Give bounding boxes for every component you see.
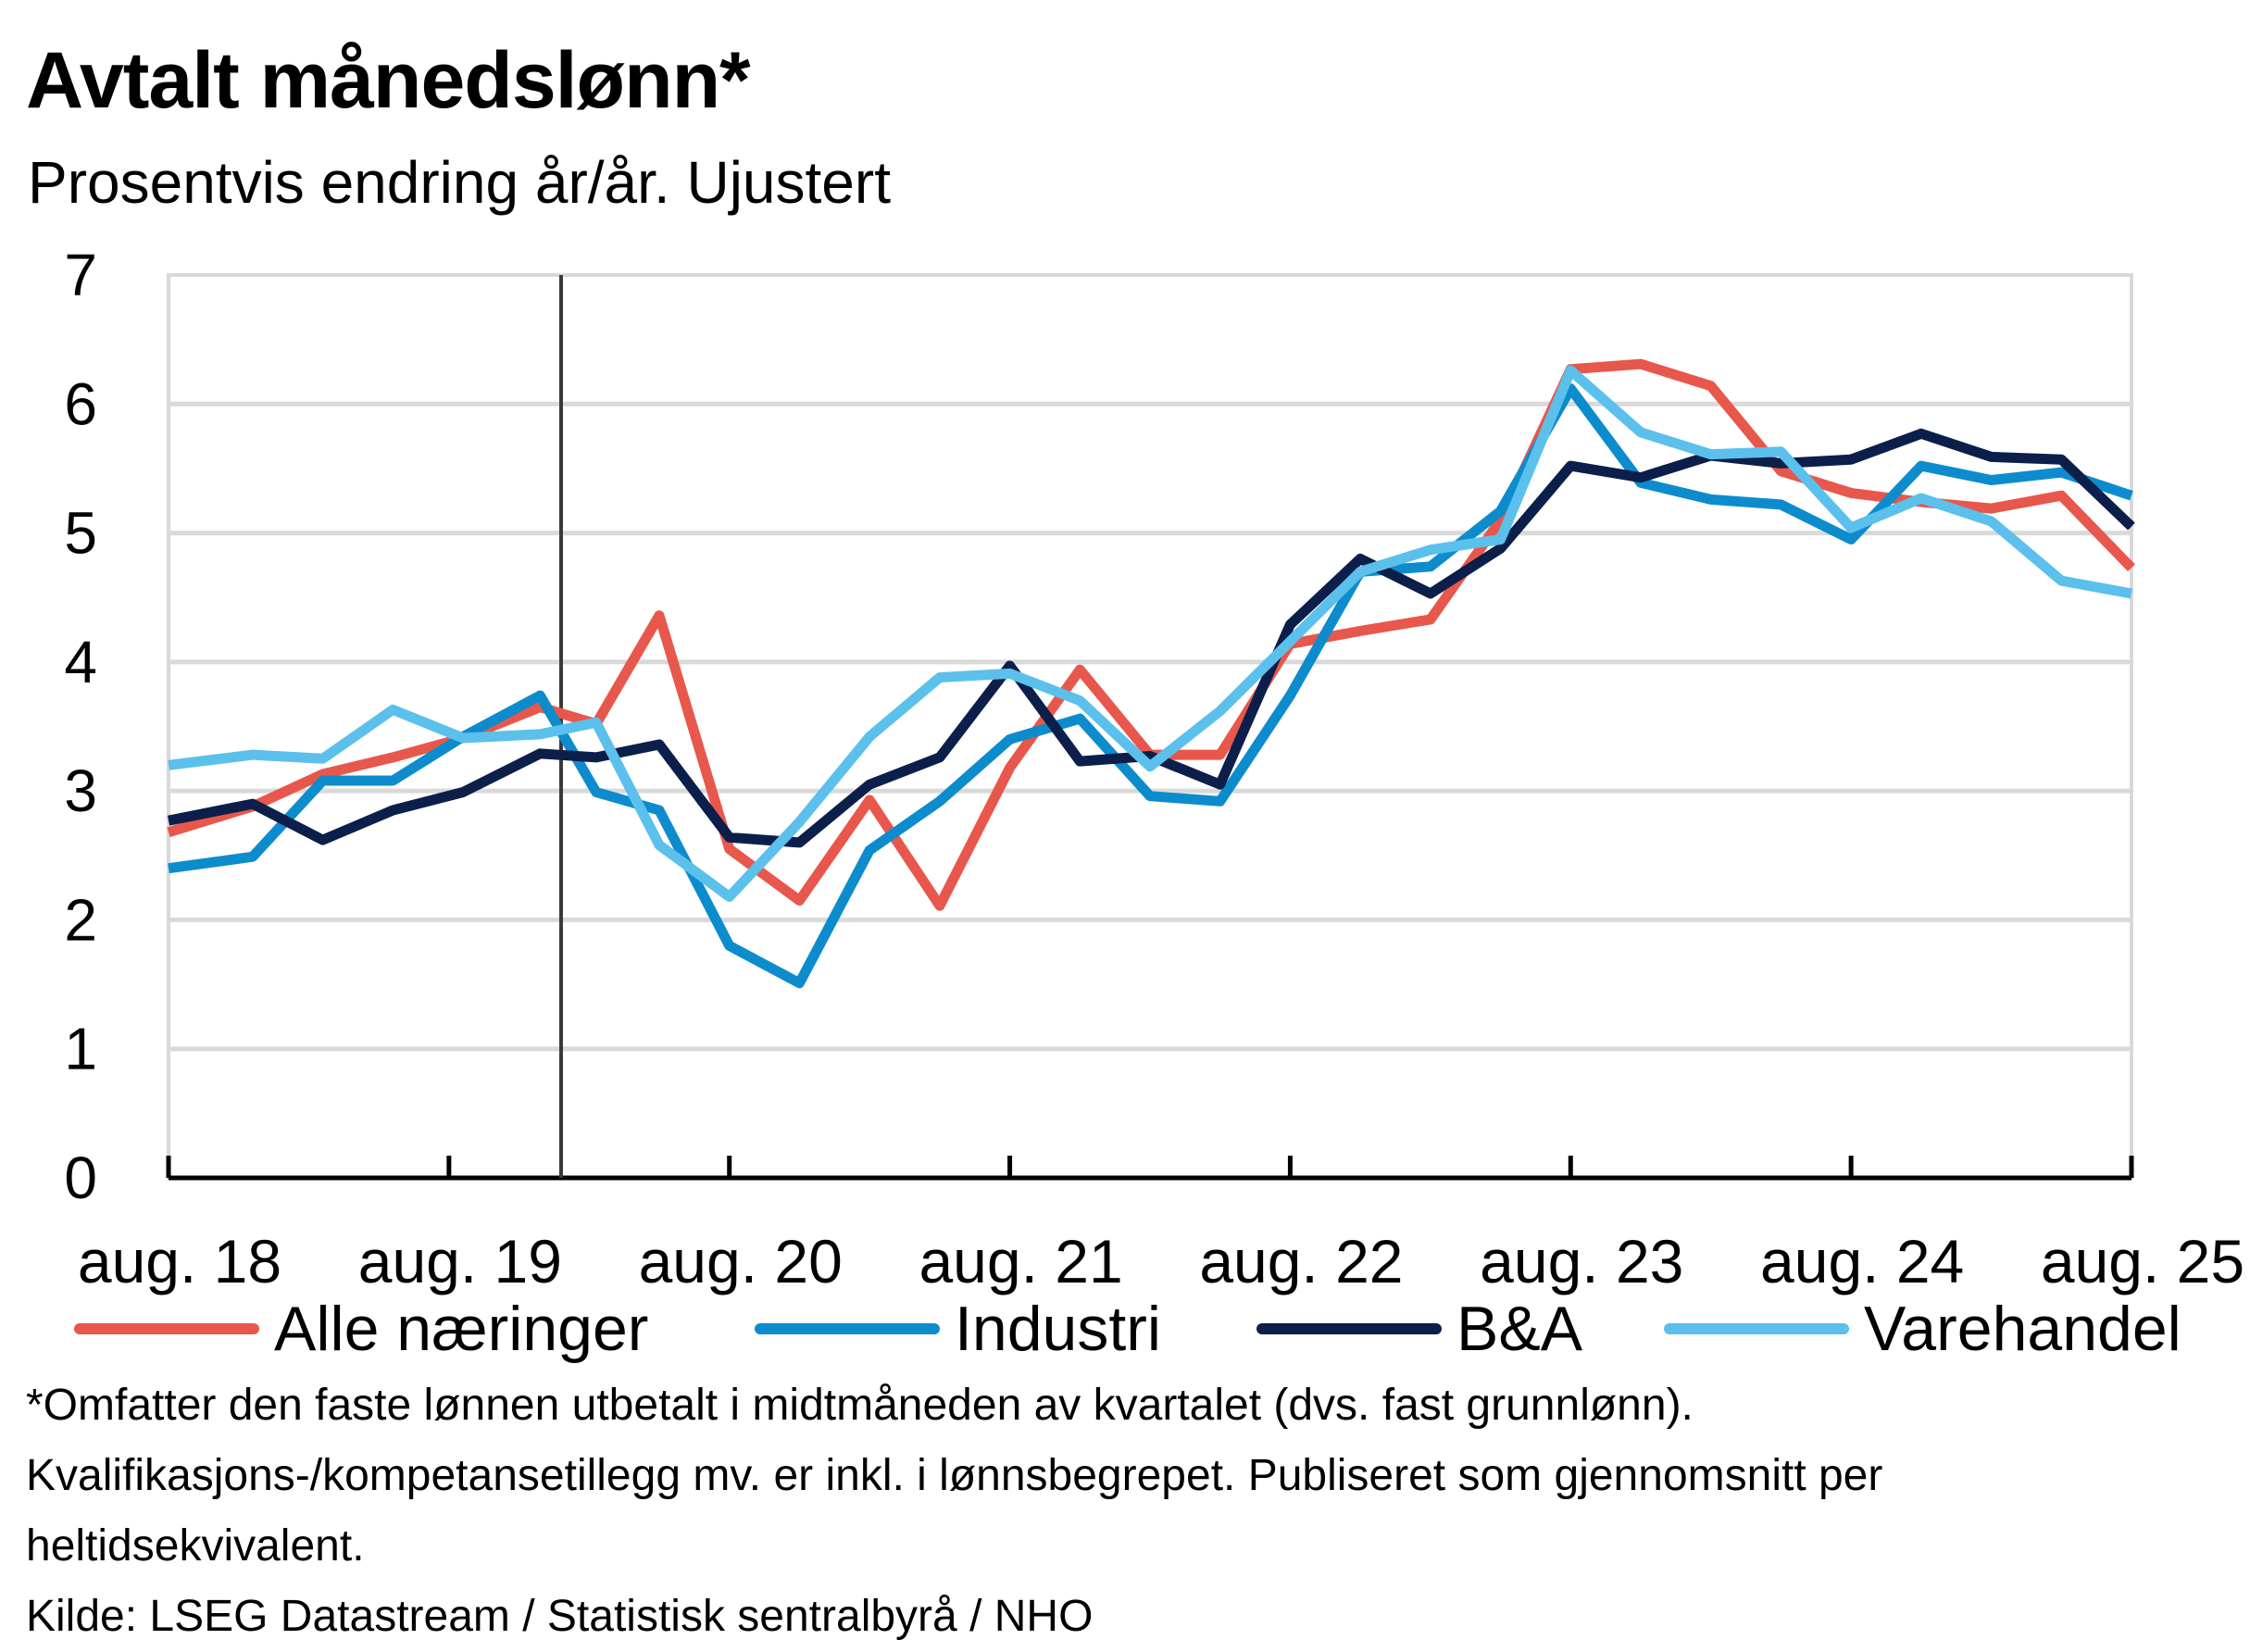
legend-item-alle-naeringer: Alle næringer <box>74 1287 648 1370</box>
line-chart: 0 1 2 3 4 5 6 7 aug. 18 aug. 19 aug. 20 aug. 21 aug.… <box>64 242 2244 1295</box>
legend-label: Varehandel <box>1864 1294 2181 1364</box>
source-line: Kilde: LSEG Datastream / Statistisk sent… <box>26 1592 1094 1641</box>
x-tick-label: aug. 22 <box>1199 1227 1403 1295</box>
series-line-industri <box>168 383 2133 989</box>
x-tick-label: aug. 18 <box>78 1227 281 1295</box>
y-tick-label: 6 <box>64 370 97 437</box>
legend-swatch-alle-naeringer <box>74 1323 259 1334</box>
tick-labels: 0 1 2 3 4 5 6 7 aug. 18 aug. 19 aug. 20 aug. 21 aug.… <box>64 242 2244 1295</box>
y-tick-label: 7 <box>64 242 97 308</box>
legend-label: Industri <box>955 1294 1161 1364</box>
y-tick-label: 1 <box>64 1016 97 1083</box>
x-tick-label: aug. 23 <box>1480 1227 1683 1295</box>
x-tick-label: aug. 21 <box>919 1227 1122 1295</box>
chart-subtitle: Prosentvis endring år/år. Ujustert <box>28 149 891 216</box>
y-tick-label: 4 <box>64 629 97 695</box>
y-tick-label: 2 <box>64 886 97 953</box>
series-line-b-and-a <box>167 428 2135 848</box>
legend-item-b-and-a: B&A <box>1256 1287 1582 1370</box>
x-tick-label: aug. 19 <box>358 1227 562 1295</box>
x-tick-label: aug. 24 <box>1760 1227 1964 1295</box>
footnotes: *Omfatter den faste lønnen utbetalt i mi… <box>26 1370 2230 1652</box>
data-series <box>167 358 2135 989</box>
footnote-line: heltidsekvivalent. <box>26 1521 365 1571</box>
y-tick-label: 5 <box>64 500 97 567</box>
legend-swatch-b-and-a <box>1256 1323 1442 1334</box>
y-tick-label: 0 <box>64 1145 97 1211</box>
axes <box>166 275 2134 1181</box>
series-line-alle-næringer <box>167 358 2135 911</box>
x-tick-label: aug. 25 <box>2041 1227 2244 1295</box>
legend-item-industri: Industri <box>755 1287 1161 1370</box>
legend-label: Alle næringer <box>274 1294 649 1364</box>
legend-item-varehandel: Varehandel <box>1664 1287 2181 1370</box>
footnote-line: *Omfatter den faste lønnen utbetalt i mi… <box>26 1381 1694 1430</box>
y-tick-label: 3 <box>64 757 97 824</box>
footnote-line: Kvalifikasjons-/kompetansetillegg mv. er… <box>26 1451 1883 1500</box>
legend-swatch-varehandel <box>1664 1323 1849 1334</box>
x-tick-label: aug. 20 <box>639 1227 843 1295</box>
legend-label: B&A <box>1456 1294 1583 1364</box>
legend: Alle næringer Industri B&A Varehandel <box>74 1287 2231 1370</box>
series-line-varehandel <box>168 365 2132 902</box>
gridlines <box>167 273 2133 1180</box>
chart-title: Avtalt månedslønn* <box>26 36 751 125</box>
legend-swatch-industri <box>755 1323 940 1334</box>
plot-frame <box>167 273 2133 1180</box>
